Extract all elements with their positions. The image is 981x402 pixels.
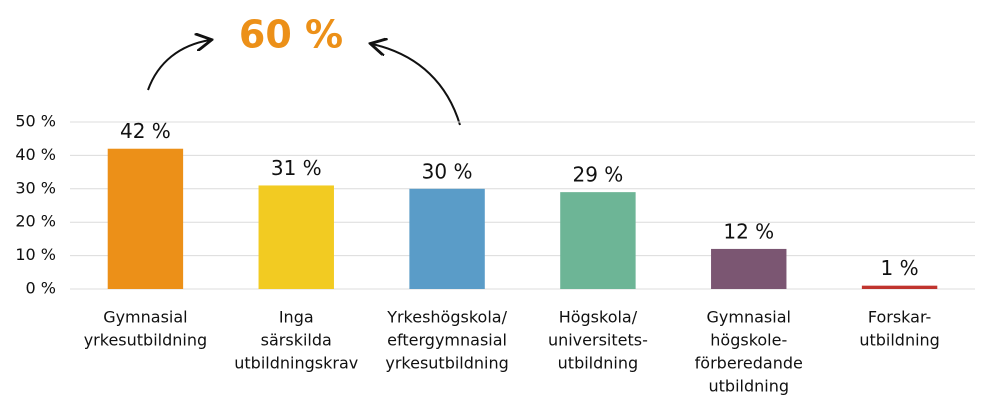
y-tick-label: 10 % (15, 245, 56, 264)
y-tick-label: 0 % (26, 279, 56, 298)
x-tick-label: förberedande (695, 354, 803, 373)
y-tick-label: 40 % (15, 145, 56, 164)
y-tick-label: 30 % (15, 178, 56, 197)
bar (107, 148, 184, 289)
bar (560, 192, 636, 289)
bar (258, 185, 334, 289)
value-label: 30 % (422, 159, 473, 183)
arrow (372, 44, 461, 126)
annotation: 60 % (239, 13, 343, 57)
x-tick-label: utbildningskrav (234, 354, 358, 373)
y-tick-label: 20 % (15, 212, 56, 231)
bar (861, 285, 938, 289)
y-tick-label: 50 % (15, 112, 56, 131)
x-tick-label: Gymnasial (707, 308, 791, 327)
value-label: 12 % (723, 219, 774, 243)
value-label: 1 % (881, 256, 919, 280)
x-tick-label: högskole- (710, 331, 787, 350)
value-label: 42 % (120, 119, 171, 143)
x-tick-label: Gymnasial (103, 308, 187, 327)
value-label: 29 % (573, 163, 624, 187)
x-tick-label: Inga (279, 308, 314, 327)
bar (409, 188, 485, 289)
bar (711, 248, 787, 289)
x-tick-label: universitets- (548, 331, 648, 350)
x-tick-label: utbildning (558, 354, 639, 373)
x-tick-label: utbildning (709, 377, 790, 396)
x-tick-label: yrkesutbildning (385, 354, 508, 373)
x-tick-label: Forskar- (868, 308, 931, 327)
value-label: 31 % (271, 156, 322, 180)
x-tick-label: särskilda (261, 331, 332, 350)
x-tick-label: eftergymnasial (387, 331, 507, 350)
x-tick-label: yrkesutbildning (84, 331, 207, 350)
x-tick-label: Yrkeshögskola/ (386, 308, 507, 327)
arrow (147, 40, 210, 91)
x-tick-label: Högskola/ (559, 308, 638, 327)
x-tick-label: utbildning (859, 331, 940, 350)
